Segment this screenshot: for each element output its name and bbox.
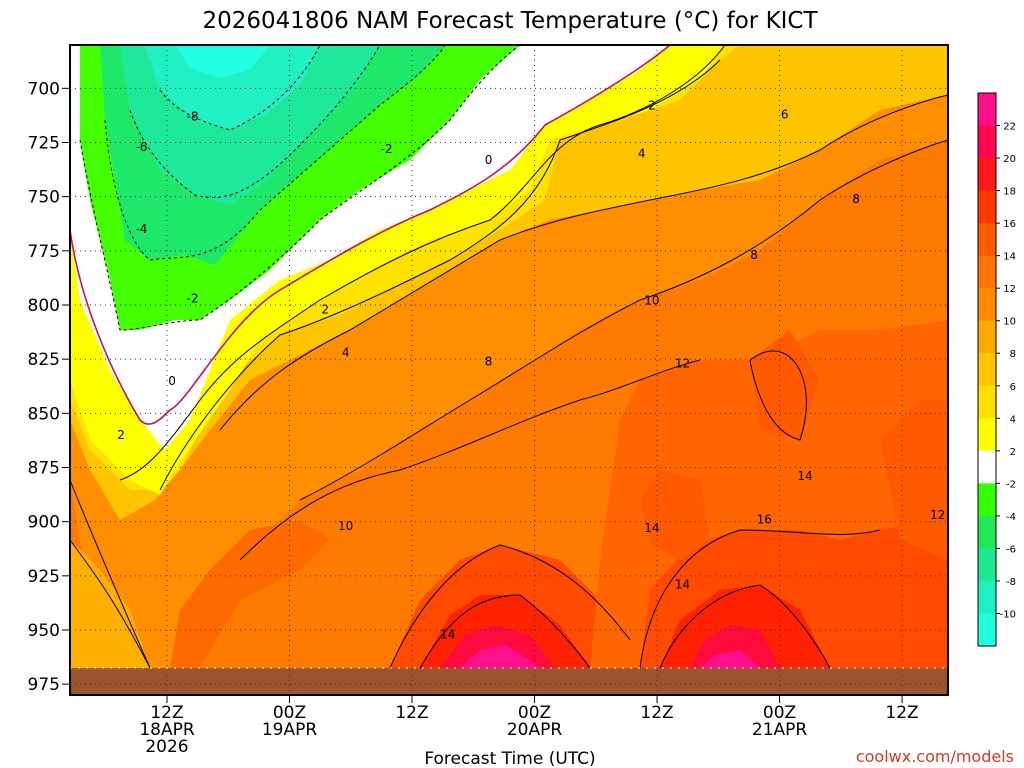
colorbar-label: 16 bbox=[1003, 219, 1016, 230]
colorbar-swatch bbox=[978, 320, 996, 354]
colorbar-label: -6 bbox=[1006, 544, 1016, 555]
colorbar-label: 10 bbox=[1003, 317, 1016, 328]
y-tick-label: 775 bbox=[28, 242, 60, 262]
colorbar-label: 2 bbox=[1010, 447, 1016, 458]
colorbar-label: -10 bbox=[1000, 609, 1016, 620]
credit-link[interactable]: coolwx.com/models bbox=[856, 747, 1014, 766]
colorbar-swatch bbox=[978, 418, 996, 452]
x-tick-label: 00Z bbox=[763, 703, 796, 723]
contour-label: -8 bbox=[187, 110, 199, 124]
colorbar-swatch bbox=[978, 255, 996, 289]
y-tick-label: 875 bbox=[28, 459, 60, 479]
y-tick-label: 925 bbox=[28, 567, 60, 587]
contour-label: 8 bbox=[485, 354, 493, 368]
contour-label: 10 bbox=[644, 294, 659, 308]
x-tick-label: 00Z bbox=[273, 703, 306, 723]
colorbar-label: 18 bbox=[1003, 187, 1016, 198]
x-axis-title: Forecast Time (UTC) bbox=[424, 749, 595, 768]
contour-label: 0 bbox=[485, 153, 493, 167]
colorbar-swatch bbox=[978, 125, 996, 159]
contour-label: 14 bbox=[644, 521, 659, 535]
zero-isotherm bbox=[69, 44, 671, 425]
contour-label: 2 bbox=[117, 428, 125, 442]
x-tick-label: 18APR bbox=[139, 720, 195, 740]
colorbar-swatch bbox=[978, 548, 996, 582]
colorbar-label: 12 bbox=[1003, 284, 1016, 295]
contour-label: 16 bbox=[757, 513, 772, 527]
y-tick-label: 975 bbox=[28, 675, 60, 695]
colorbar-swatch bbox=[978, 288, 996, 322]
contour-label: 2 bbox=[321, 302, 329, 316]
contour-label: 0 bbox=[168, 374, 176, 388]
y-tick-label: 800 bbox=[28, 296, 60, 316]
colorbar-label: 20 bbox=[1003, 154, 1016, 165]
temperature-field bbox=[70, 45, 948, 668]
x-tick-label: 12Z bbox=[640, 703, 673, 723]
colorbar-swatch bbox=[978, 580, 996, 614]
colorbar-frame bbox=[977, 92, 997, 647]
contour-label: -4 bbox=[135, 222, 147, 236]
colorbar-swatch bbox=[978, 450, 996, 484]
y-tick-label: 850 bbox=[28, 404, 60, 424]
dashed-contours bbox=[79, 44, 521, 331]
contour-label: 14 bbox=[675, 578, 690, 592]
contour-label: 2 bbox=[648, 99, 656, 113]
x-tick-label: 00Z bbox=[518, 703, 551, 723]
colorbar-label: 22 bbox=[1003, 122, 1016, 133]
contour-label: 12 bbox=[675, 357, 690, 371]
grid-lines bbox=[70, 45, 948, 695]
contour-label: 8 bbox=[750, 248, 758, 262]
x-tick-label: 20APR bbox=[507, 720, 563, 740]
colorbar-label: -8 bbox=[1006, 577, 1016, 588]
colorbar-label: 14 bbox=[1003, 252, 1016, 263]
colorbar-label: 8 bbox=[1010, 349, 1016, 360]
colorbar-swatch bbox=[978, 353, 996, 387]
contour-label: -2 bbox=[187, 292, 199, 306]
contour-label: 12 bbox=[930, 508, 945, 522]
contour-lines bbox=[69, 44, 949, 669]
colorbar-swatch bbox=[978, 93, 996, 127]
x-tick-label: 12Z bbox=[150, 703, 183, 723]
colorbar-swatch bbox=[978, 385, 996, 419]
chart-title: 2026041806 NAM Forecast Temperature (°C)… bbox=[202, 8, 818, 34]
contour-label: 4 bbox=[638, 146, 646, 160]
contour-label: 10 bbox=[338, 519, 353, 533]
y-tick-label: 700 bbox=[28, 79, 60, 99]
y-tick-label: 750 bbox=[28, 188, 60, 208]
colorbar-swatch bbox=[978, 223, 996, 257]
contour-label: 4 bbox=[342, 346, 350, 360]
colorbar-swatch bbox=[978, 158, 996, 192]
x-tick-label: 12Z bbox=[885, 703, 918, 723]
colorbar-label: -4 bbox=[1006, 512, 1016, 523]
y-tick-label: 725 bbox=[28, 134, 60, 154]
colorbar-label: -2 bbox=[1006, 479, 1016, 490]
y-tick-label: 825 bbox=[28, 350, 60, 370]
contour-label: 14 bbox=[797, 469, 812, 483]
plot-frame bbox=[69, 44, 949, 696]
x-tick-label: 12Z bbox=[395, 703, 428, 723]
colorbar-swatch bbox=[978, 190, 996, 224]
x-tick-label: 21APR bbox=[752, 720, 808, 740]
y-tick-label: 900 bbox=[28, 513, 60, 533]
contour-label: -2 bbox=[381, 142, 393, 156]
colorbar-swatch bbox=[978, 515, 996, 549]
colorbar-swatch bbox=[978, 483, 996, 517]
contour-label: -6 bbox=[135, 140, 147, 154]
colorbar-swatch bbox=[978, 613, 996, 647]
colorbar-label: 4 bbox=[1010, 414, 1016, 425]
y-tick-labels: 700 725 750 775 800 825 850 875 900 925 950 975 bbox=[28, 79, 70, 695]
x-tick-label: 19APR bbox=[262, 720, 318, 740]
x-tick-label: 2026 bbox=[145, 737, 188, 757]
contour-label: 8 bbox=[852, 192, 860, 206]
contour-labels: -8 -6 -4 -2 -2 0 0 2 2 2 4 4 6 8 8 8 10 10 12 12 14 14 14 14 16 bbox=[117, 99, 945, 642]
terrain-ground bbox=[70, 667, 948, 695]
contour-label: 14 bbox=[440, 627, 455, 641]
colorbar: 22 20 18 16 14 12 10 8 6 4 2 -2 -4 -6 -8 -10 bbox=[977, 92, 1016, 647]
colorbar-label: 6 bbox=[1010, 382, 1016, 393]
contour-label: 6 bbox=[781, 107, 789, 121]
y-tick-label: 950 bbox=[28, 621, 60, 641]
